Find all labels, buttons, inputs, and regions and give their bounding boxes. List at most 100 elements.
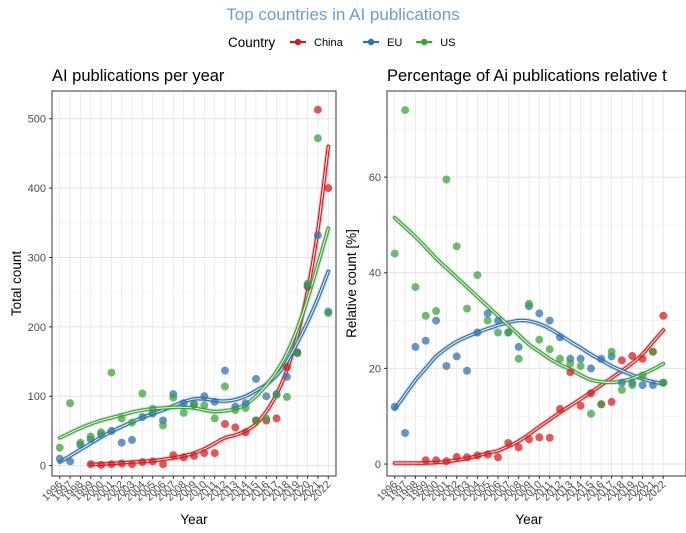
data-point-china [86, 460, 95, 469]
data-point-us [442, 175, 451, 184]
data-point-eu [313, 231, 322, 240]
y-tick-label: 300 [28, 252, 46, 264]
data-point-us [628, 381, 637, 390]
data-point-china [138, 458, 147, 467]
y-tick-label: 200 [28, 322, 46, 334]
data-point-china [272, 414, 281, 423]
data-point-eu [535, 309, 544, 318]
data-point-eu [210, 397, 219, 406]
data-point-china [452, 452, 461, 461]
data-point-us [401, 106, 410, 115]
data-point-eu [401, 429, 410, 437]
legend-label-eu: EU [387, 37, 402, 49]
data-point-eu [421, 336, 430, 345]
data-point-eu [282, 372, 291, 381]
data-point-china [210, 449, 219, 458]
data-point-us [607, 347, 616, 356]
y-tick-label: 40 [369, 268, 381, 280]
legend: Country China EU US [228, 35, 455, 50]
data-point-us [324, 309, 333, 317]
data-point-eu [576, 354, 585, 363]
data-point-us [303, 279, 312, 288]
data-point-us [432, 307, 441, 315]
data-point-us [411, 283, 420, 292]
data-point-eu [648, 381, 657, 390]
data-point-us [483, 316, 492, 325]
data-point-eu [494, 316, 502, 325]
data-point-us [241, 404, 250, 412]
data-point-us [138, 389, 147, 398]
data-point-eu [473, 328, 482, 337]
data-point-us [504, 328, 513, 337]
data-point-eu [390, 402, 399, 411]
data-point-us [179, 408, 188, 417]
data-point-eu [128, 435, 136, 444]
y-tick-label: 0 [375, 459, 381, 471]
data-point-us [221, 382, 229, 391]
plot-border [386, 90, 686, 477]
data-point-china [617, 356, 626, 365]
data-point-us [597, 400, 606, 409]
data-point-us [576, 362, 585, 370]
legend-title: Country [228, 35, 276, 50]
data-point-china [421, 456, 430, 465]
y-tick-label: 500 [28, 114, 46, 126]
data-point-eu [107, 426, 116, 435]
x-axis-label: Year [180, 512, 208, 527]
data-point-china [473, 451, 482, 460]
data-point-china [128, 460, 136, 469]
chart-title: AI publications per year [52, 67, 225, 85]
data-point-china [231, 423, 240, 432]
data-point-eu [117, 438, 126, 447]
data-point-us [638, 371, 647, 380]
data-point-us [55, 443, 64, 452]
data-point-us [463, 304, 471, 313]
data-point-us [159, 421, 167, 430]
data-point-us [190, 400, 198, 409]
legend-marker-us [421, 38, 428, 46]
y-tick-label: 20 [369, 363, 381, 375]
data-point-eu [452, 352, 461, 361]
y-tick-label: 0 [40, 461, 46, 473]
chart-panel-1: AI publications per year 0 100 200 300 400 500… [9, 67, 337, 527]
data-point-us [545, 345, 554, 354]
y-tick-label: 100 [28, 391, 46, 403]
data-point-china [545, 433, 554, 442]
data-point-china [432, 456, 441, 465]
plot-area [387, 91, 686, 476]
data-point-eu [55, 454, 64, 463]
data-point-us [566, 359, 575, 368]
legend-marker-eu [367, 38, 375, 46]
data-point-china [483, 450, 492, 459]
data-point-us [252, 416, 260, 425]
data-point-china [97, 460, 106, 469]
data-point-eu [514, 342, 523, 351]
data-point-china [659, 311, 668, 320]
data-point-china [148, 457, 157, 466]
data-point-us [97, 428, 106, 437]
data-point-china [107, 460, 116, 469]
data-point-eu [200, 392, 209, 401]
trend-line-center-eu [394, 319, 664, 410]
data-point-us [452, 242, 461, 251]
legend-label-us: US [440, 37, 455, 49]
plot-area [52, 91, 336, 476]
data-point-china [556, 405, 564, 413]
data-point-us [107, 368, 116, 377]
data-point-eu [252, 374, 260, 383]
data-point-china [494, 453, 502, 462]
data-point-eu [179, 399, 188, 408]
plot-background [387, 91, 686, 476]
data-point-eu [597, 354, 606, 363]
data-point-china [463, 453, 471, 462]
legend-marker-china [294, 38, 302, 46]
y-tick-label: 400 [28, 183, 46, 195]
data-point-china [200, 449, 209, 458]
data-point-china [179, 453, 188, 462]
data-point-eu [483, 309, 492, 318]
data-point-eu [638, 381, 647, 390]
data-point-us [117, 414, 126, 423]
data-point-china [504, 439, 513, 447]
data-point-us [494, 328, 502, 337]
